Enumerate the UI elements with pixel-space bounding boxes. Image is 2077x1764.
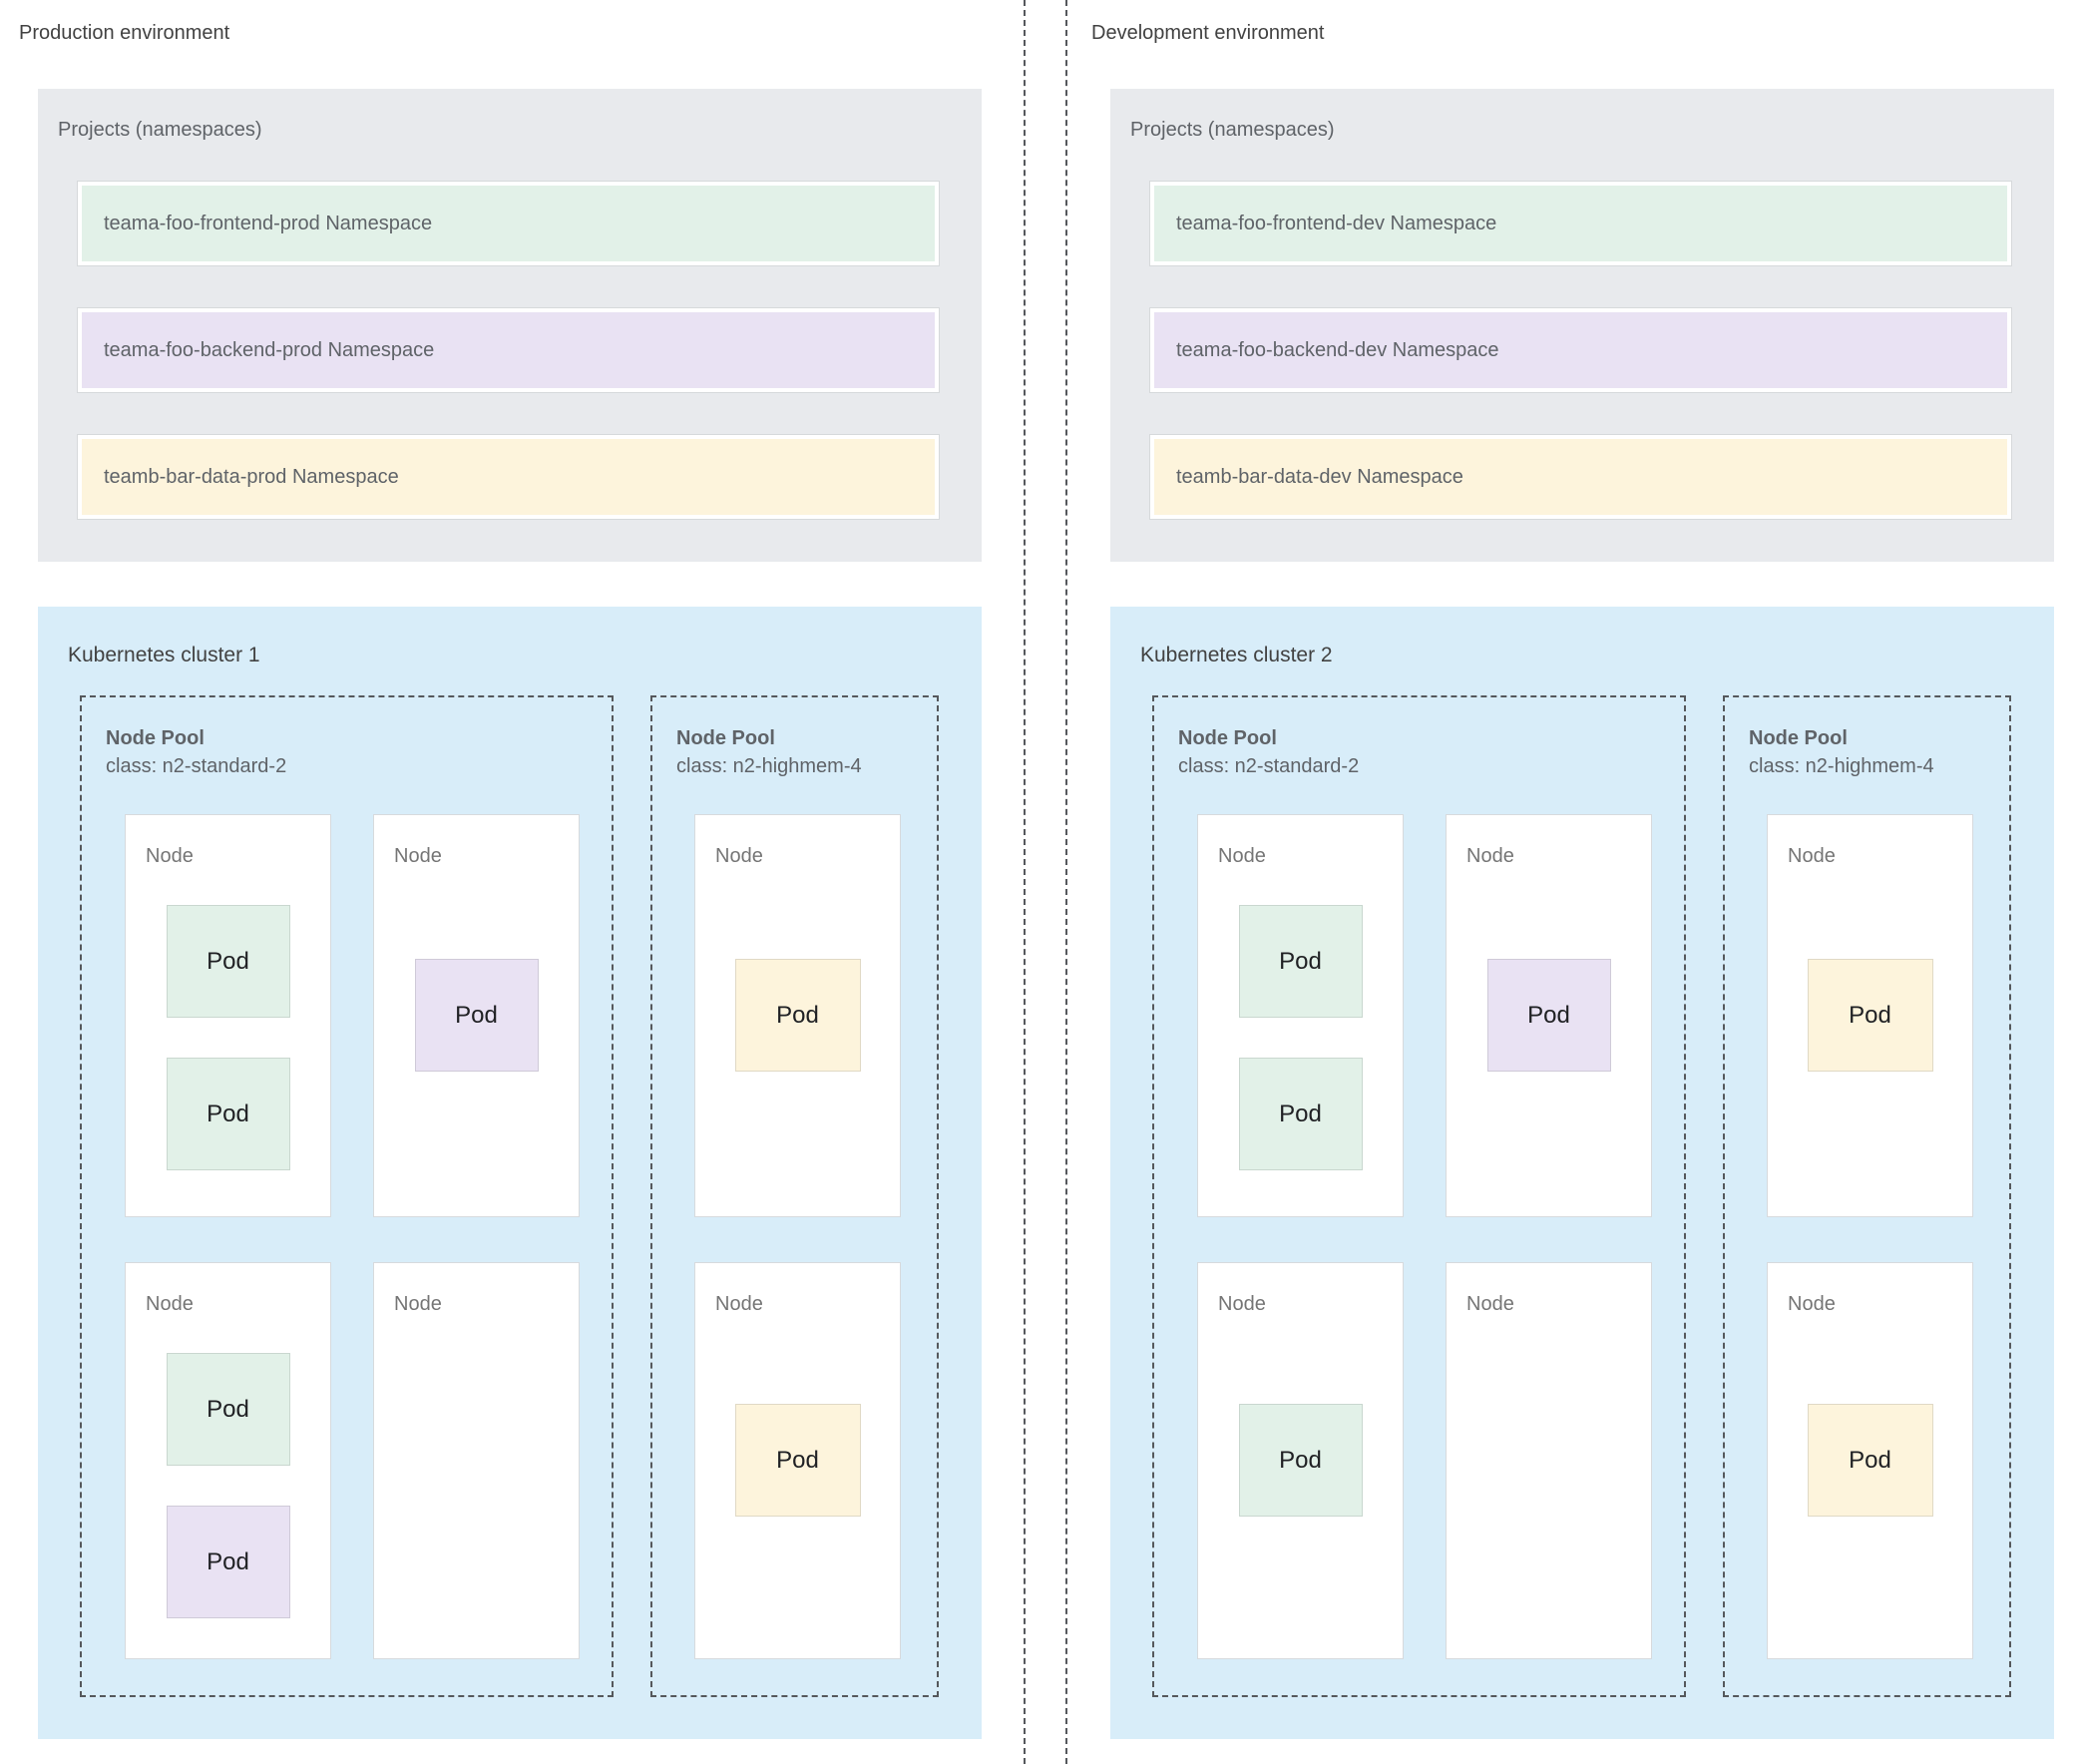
pod-purple: Pod (1486, 959, 1611, 1072)
pod-label: Pod (455, 1001, 498, 1029)
node-pool-title: Node Pool (1749, 727, 1848, 749)
node-label: Node (1218, 845, 1266, 867)
node: Node Pod (1446, 814, 1652, 1217)
node-label: Node (1788, 845, 1836, 867)
pod-green: Pod (1238, 905, 1363, 1018)
node: Node Pod (373, 814, 580, 1217)
namespace-label: teama-foo-frontend-dev Namespace (1176, 212, 1497, 234)
pod-green: Pod (1238, 1404, 1363, 1517)
pod-green: Pod (1238, 1058, 1363, 1170)
kubernetes-cluster-1-box: Kubernetes cluster 1 Node Pool class: n2… (38, 607, 982, 1739)
projects-namespaces-box: Projects (namespaces) teama-foo-frontend… (1110, 89, 2054, 562)
environment-divider-line (1065, 0, 1067, 1764)
pod-purple: Pod (166, 1506, 290, 1618)
pod-yellow: Pod (734, 959, 861, 1072)
namespace-bar-backend-dev: teama-foo-backend-dev Namespace (1150, 308, 2011, 392)
node: Node Pod (1197, 1262, 1404, 1659)
node: Node Pod Pod (125, 1262, 331, 1659)
namespace-bar-data-prod: teamb-bar-data-prod Namespace (78, 435, 939, 519)
pod-label: Pod (1527, 1001, 1570, 1029)
node-pool-class: class: n2-highmem-4 (1749, 755, 1934, 777)
node-label: Node (1218, 1293, 1266, 1315)
node-pool-class: class: n2-standard-2 (1178, 755, 1360, 777)
node-label: Node (394, 845, 442, 867)
pod-label: Pod (207, 1547, 249, 1575)
node-pool-standard: Node Pool class: n2-standard-2 Node Pod … (80, 695, 614, 1697)
namespace-bar-frontend-dev: teama-foo-frontend-dev Namespace (1150, 182, 2011, 265)
node-pool-standard: Node Pool class: n2-standard-2 Node Pod … (1152, 695, 1686, 1697)
node-label: Node (715, 845, 763, 867)
namespace-bar-data-dev: teamb-bar-data-dev Namespace (1150, 435, 2011, 519)
pod-yellow: Pod (1807, 1404, 1933, 1517)
projects-namespaces-box: Projects (namespaces) teama-foo-frontend… (38, 89, 982, 562)
node: Node Pod (1767, 1262, 1973, 1659)
namespace-bar-frontend-prod: teama-foo-frontend-prod Namespace (78, 182, 939, 265)
node: Node Pod (694, 814, 901, 1217)
node-pool-class: class: n2-highmem-4 (676, 755, 862, 777)
node-label: Node (1466, 845, 1514, 867)
pod-green: Pod (166, 1353, 290, 1466)
node-pool-highmem: Node Pool class: n2-highmem-4 Node Pod N… (1723, 695, 2011, 1697)
node-empty: Node (1446, 1262, 1652, 1659)
production-environment-panel: Production environment Projects (namespa… (19, 0, 982, 1764)
namespace-bar-backend-prod: teama-foo-backend-prod Namespace (78, 308, 939, 392)
environment-title: Production environment (19, 22, 230, 44)
node-pool-class: class: n2-standard-2 (106, 755, 287, 777)
projects-title: Projects (namespaces) (58, 119, 262, 141)
pod-label: Pod (1279, 1446, 1322, 1474)
projects-title: Projects (namespaces) (1130, 119, 1335, 141)
pod-label: Pod (1279, 1100, 1322, 1127)
pod-label: Pod (1279, 947, 1322, 975)
namespace-label: teamb-bar-data-dev Namespace (1176, 465, 1463, 488)
namespace-label: teama-foo-backend-dev Namespace (1176, 338, 1499, 361)
node-pool-header: Node Pool class: n2-highmem-4 (1749, 724, 1934, 780)
environment-title: Development environment (1091, 22, 1325, 44)
node: Node Pod (1767, 814, 1973, 1217)
namespace-label: teama-foo-backend-prod Namespace (104, 338, 435, 361)
pod-label: Pod (776, 1001, 819, 1029)
node-pool-title: Node Pool (106, 727, 205, 749)
pod-green: Pod (166, 1058, 290, 1170)
node-pool-header: Node Pool class: n2-highmem-4 (676, 724, 862, 780)
pod-label: Pod (1849, 1446, 1891, 1474)
node-label: Node (394, 1293, 442, 1315)
node-label: Node (715, 1293, 763, 1315)
node-empty: Node (373, 1262, 580, 1659)
pod-label: Pod (776, 1446, 819, 1474)
pod-label: Pod (207, 947, 249, 975)
pod-yellow: Pod (734, 1404, 861, 1517)
cluster-title: Kubernetes cluster 1 (68, 644, 260, 666)
namespace-label: teamb-bar-data-prod Namespace (104, 465, 399, 488)
pod-label: Pod (207, 1100, 249, 1127)
kubernetes-cluster-2-box: Kubernetes cluster 2 Node Pool class: n2… (1110, 607, 2054, 1739)
pod-purple: Pod (414, 959, 539, 1072)
node-label: Node (146, 1293, 194, 1315)
node-label: Node (146, 845, 194, 867)
pod-label: Pod (207, 1395, 249, 1423)
pod-yellow: Pod (1807, 959, 1933, 1072)
node-pool-highmem: Node Pool class: n2-highmem-4 Node Pod N… (650, 695, 939, 1697)
node: Node Pod Pod (125, 814, 331, 1217)
node-pool-header: Node Pool class: n2-standard-2 (1178, 724, 1359, 780)
node-label: Node (1466, 1293, 1514, 1315)
node: Node Pod (694, 1262, 901, 1659)
cluster-title: Kubernetes cluster 2 (1140, 644, 1333, 666)
node: Node Pod Pod (1197, 814, 1404, 1217)
environment-divider-line (1024, 0, 1026, 1764)
pod-green: Pod (166, 905, 290, 1018)
node-pool-header: Node Pool class: n2-standard-2 (106, 724, 286, 780)
node-label: Node (1788, 1293, 1836, 1315)
development-environment-panel: Development environment Projects (namesp… (1091, 0, 2054, 1764)
pod-label: Pod (1849, 1001, 1891, 1029)
namespace-label: teama-foo-frontend-prod Namespace (104, 212, 433, 234)
node-pool-title: Node Pool (676, 727, 775, 749)
node-pool-title: Node Pool (1178, 727, 1277, 749)
